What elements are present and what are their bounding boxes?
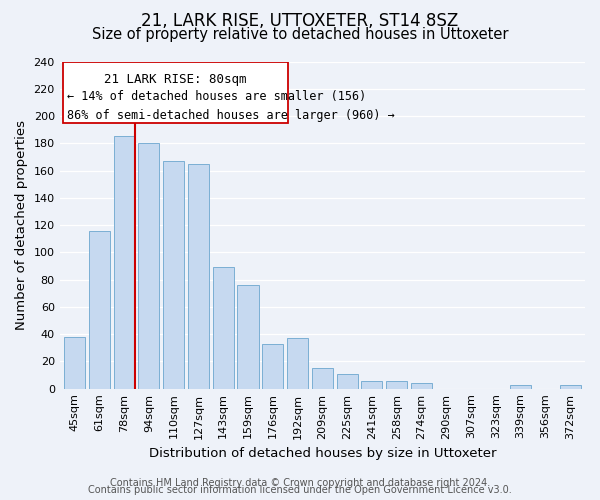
Bar	[89, 230, 110, 388]
Text: Contains public sector information licensed under the Open Government Licence v3: Contains public sector information licen…	[88, 485, 512, 495]
Bar	[411, 383, 432, 388]
Bar	[163, 161, 184, 388]
Text: 21, LARK RISE, UTTOXETER, ST14 8SZ: 21, LARK RISE, UTTOXETER, ST14 8SZ	[142, 12, 458, 30]
Text: 86% of semi-detached houses are larger (960) →: 86% of semi-detached houses are larger (…	[67, 108, 395, 122]
Y-axis label: Number of detached properties: Number of detached properties	[15, 120, 28, 330]
Bar	[361, 380, 382, 388]
Text: Contains HM Land Registry data © Crown copyright and database right 2024.: Contains HM Land Registry data © Crown c…	[110, 478, 490, 488]
Bar	[312, 368, 333, 388]
Bar	[262, 344, 283, 388]
Text: ← 14% of detached houses are smaller (156): ← 14% of detached houses are smaller (15…	[67, 90, 367, 103]
Text: 21 LARK RISE: 80sqm: 21 LARK RISE: 80sqm	[104, 72, 247, 86]
Bar	[560, 384, 581, 388]
Text: Size of property relative to detached houses in Uttoxeter: Size of property relative to detached ho…	[92, 28, 508, 42]
Bar	[188, 164, 209, 388]
Bar	[64, 337, 85, 388]
Bar	[386, 380, 407, 388]
Bar	[238, 285, 259, 389]
X-axis label: Distribution of detached houses by size in Uttoxeter: Distribution of detached houses by size …	[149, 447, 496, 460]
FancyBboxPatch shape	[62, 62, 287, 123]
Bar	[113, 136, 134, 388]
Bar	[212, 268, 234, 388]
Bar	[287, 338, 308, 388]
Bar	[337, 374, 358, 388]
Bar	[510, 384, 531, 388]
Bar	[139, 144, 160, 388]
